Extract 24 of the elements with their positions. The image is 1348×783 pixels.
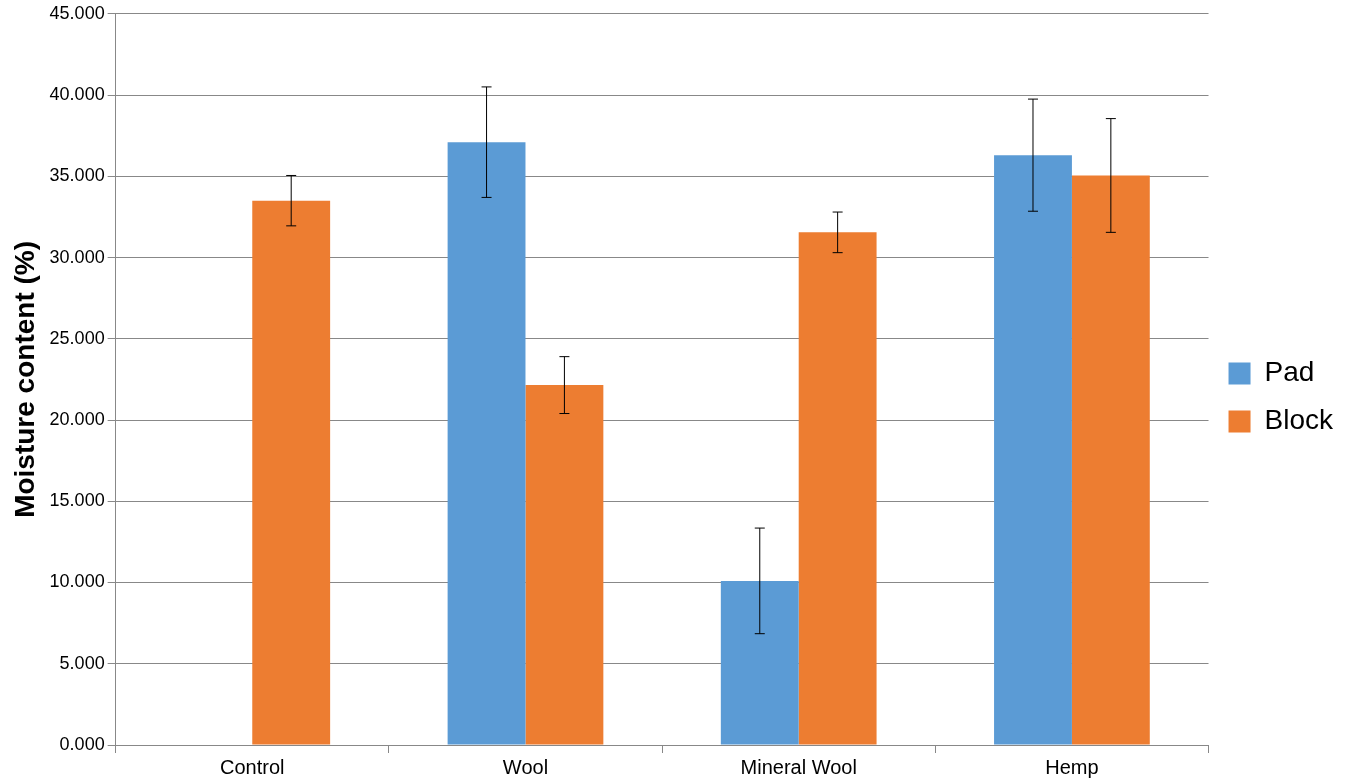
y-tick-label: 5.000 xyxy=(59,652,105,673)
legend-label: Block xyxy=(1264,404,1334,436)
y-tick-label: 10.000 xyxy=(49,571,105,592)
y-tick-label: 45.000 xyxy=(49,2,105,23)
x-tick-label: Control xyxy=(220,755,285,778)
y-tick-label: 40.000 xyxy=(49,84,105,105)
x-tick-label: Mineral Wool xyxy=(740,755,857,778)
bar xyxy=(525,385,604,745)
bar xyxy=(720,580,799,745)
y-tick-label: 20.000 xyxy=(49,408,105,429)
y-tick-label: 15.000 xyxy=(49,490,105,511)
legend-label: Pad xyxy=(1264,356,1315,388)
y-axis-title: Moisture content (%) xyxy=(8,240,40,518)
bar xyxy=(252,200,331,745)
y-tick-label: 35.000 xyxy=(49,165,105,186)
bar xyxy=(994,155,1072,745)
bar xyxy=(447,142,526,745)
x-tick-label: Wool xyxy=(502,755,549,778)
x-tick-label: Hemp xyxy=(1045,755,1099,778)
y-tick-label: 0.000 xyxy=(59,733,105,754)
y-tick-label: 30.000 xyxy=(49,246,105,267)
bar xyxy=(1071,175,1150,745)
y-tick-label: 25.000 xyxy=(49,327,105,348)
bar xyxy=(798,232,877,745)
